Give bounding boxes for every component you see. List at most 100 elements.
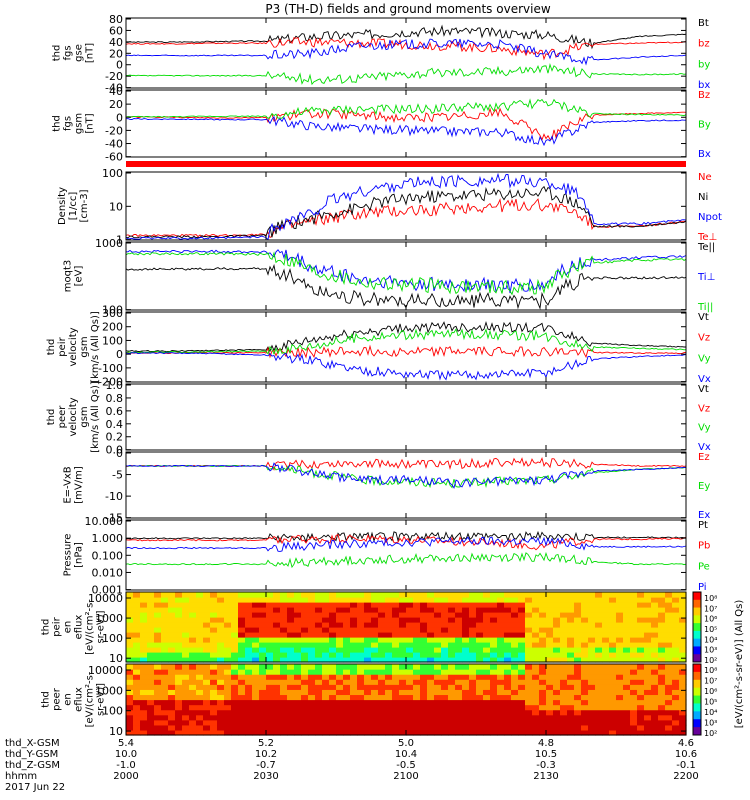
heatmap-cell [658,637,666,643]
heatmap-cell [609,627,617,633]
heatmap-cell [532,627,540,633]
heatmap-cell [609,617,617,623]
heatmap-cell [427,724,435,731]
heatmap-cell [623,684,631,690]
heatmap-cell [644,664,652,670]
heatmap-cell [147,597,155,603]
heatmap-cell [126,622,134,628]
heatmap-cell [518,684,526,690]
series-line-by [125,98,687,119]
y-axis-label-line: [nT] [85,43,96,63]
heatmap-cell [490,714,498,721]
heatmap-cell [175,597,183,603]
heatmap-cell [175,699,183,706]
heatmap-cell [448,709,456,716]
heatmap-cell [448,674,456,680]
heatmap-cell [469,684,477,690]
heatmap-cell [210,729,218,736]
heatmap-cell [238,627,246,633]
colorbar-label: [eV/(cm²-s-sr-eV)] (All Qs) [734,600,745,729]
heatmap-cell [525,724,533,731]
heatmap-cell [518,597,526,603]
series-line-by [126,62,687,86]
heatmap-cell [182,704,190,711]
heatmap-cell [322,597,330,603]
heatmap-cell [287,637,295,643]
heatmap-cell [154,699,162,706]
heatmap-cell [392,699,400,706]
heatmap-cell [336,674,344,680]
heatmap-cell [126,607,134,613]
heatmap-cell [490,642,498,648]
y-axis-label: thd peir velocity gsm [km/s (All Qs)] [46,311,101,383]
heatmap-cell [364,612,372,618]
heatmap-cell [231,704,239,711]
heatmap-cell [378,719,386,726]
heatmap-cell [133,627,141,633]
heatmap-cell [245,689,253,696]
y-tick-label: -200 [98,376,123,389]
heatmap-cell [679,664,687,670]
heatmap-cell [280,724,288,731]
heatmap-cell [392,657,400,663]
heatmap-cell [350,664,358,670]
heatmap-cell [672,612,680,618]
heatmap-cell [371,714,379,721]
heatmap-cell [224,657,232,663]
y-tick-label: 300 [102,307,123,320]
heatmap-cell [448,694,456,701]
heatmap-cell [588,617,596,623]
heatmap-cell [175,627,183,633]
heatmap-cell [483,592,491,598]
heatmap-cell [308,632,316,638]
heatmap-cell [546,704,554,711]
heatmap-cell [441,679,449,685]
heatmap-cell [518,674,526,680]
heatmap-cell [567,694,575,701]
heatmap-cell [378,637,386,643]
heatmap-cell [420,652,428,658]
heatmap-cell [350,602,358,608]
heatmap-cell [637,669,645,675]
heatmap-cell [168,652,176,658]
heatmap-cell [420,684,428,690]
heatmap-cell [301,652,309,658]
heatmap-cell [483,637,491,643]
heatmap-cell [217,592,225,598]
heatmap-cell [490,709,498,716]
heatmap-cell [140,729,148,736]
heatmap-cell [294,617,302,623]
heatmap-cell [581,607,589,613]
heatmap-cell [294,657,302,663]
heatmap-cell [560,704,568,711]
heatmap-cell [266,709,274,716]
heatmap-cell [343,684,351,690]
heatmap-cell [266,679,274,685]
heatmap-cell [189,632,197,638]
heatmap-cell [525,729,533,736]
heatmap-cell [238,664,246,670]
heatmap-cell [266,647,274,653]
heatmap-cell [420,689,428,696]
heatmap-cell [595,632,603,638]
heatmap-cell [210,664,218,670]
heatmap-cell [399,689,407,696]
heatmap-cell [252,669,260,675]
heatmap-cell [196,602,204,608]
heatmap-cell [455,669,463,675]
heatmap-cell [322,652,330,658]
heatmap-cell [616,657,624,663]
heatmap-cell [567,714,575,721]
panel-frame [125,383,687,451]
heatmap-cell [518,709,526,716]
heatmap-cell [364,637,372,643]
heatmap-cell [175,622,183,628]
heatmap-cell [399,592,407,598]
heatmap-cell [497,597,505,603]
heatmap-cell [462,607,470,613]
heatmap-cell [525,632,533,638]
heatmap-cell [364,719,372,726]
heatmap-cell [609,709,617,716]
series-line-bz [125,37,687,61]
heatmap-cell [427,709,435,716]
